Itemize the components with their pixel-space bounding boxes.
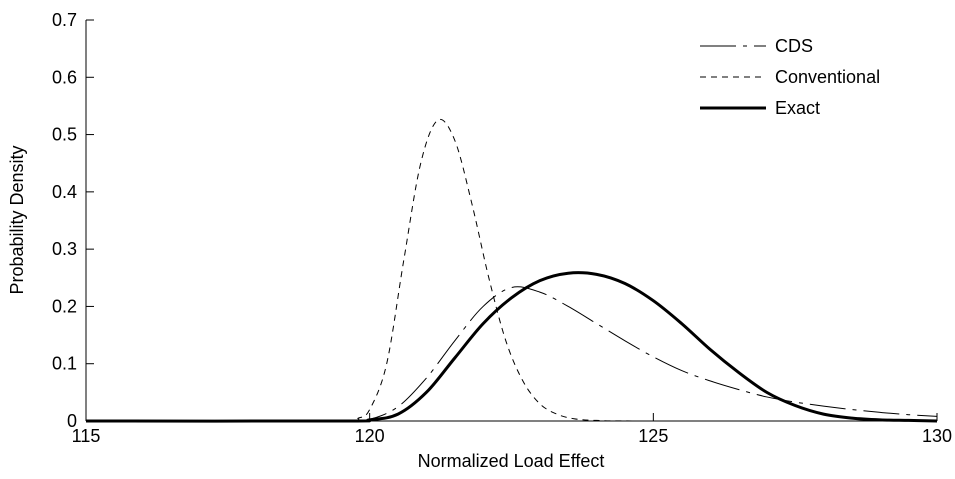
y-tick-label: 0.3 (52, 239, 77, 259)
y-tick-label: 0.2 (52, 296, 77, 316)
y-tick-label: 0.6 (52, 67, 77, 87)
y-axis-title: Probability Density (7, 145, 27, 294)
series-line-exact (85, 271, 938, 423)
series-line-cds (85, 286, 938, 422)
y-tick-label: 0 (67, 411, 77, 431)
x-tick-label: 120 (355, 426, 385, 446)
axis-ticks (85, 19, 938, 422)
y-tick-label: 0.4 (52, 182, 77, 202)
legend-label-exact: Exact (775, 98, 820, 118)
legend-label-cds: CDS (775, 36, 813, 56)
y-tick-label: 0.7 (52, 10, 77, 30)
x-tick-label: 125 (638, 426, 668, 446)
axis-tick-labels: 115 120 125 130 0 0.1 0.2 0.3 0.4 0.5 0.6 0.7 (52, 10, 952, 446)
legend: CDS Conventional Exact (700, 36, 880, 118)
x-tick-label: 115 (72, 426, 101, 446)
series-line-conventional (85, 118, 938, 422)
x-axis-title: Normalized Load Effect (418, 451, 605, 471)
series-layer (85, 118, 938, 423)
y-tick-label: 0.1 (52, 354, 77, 374)
legend-label-conventional: Conventional (775, 67, 880, 87)
x-tick-label: 130 (922, 426, 952, 446)
y-tick-label: 0.5 (52, 125, 77, 145)
